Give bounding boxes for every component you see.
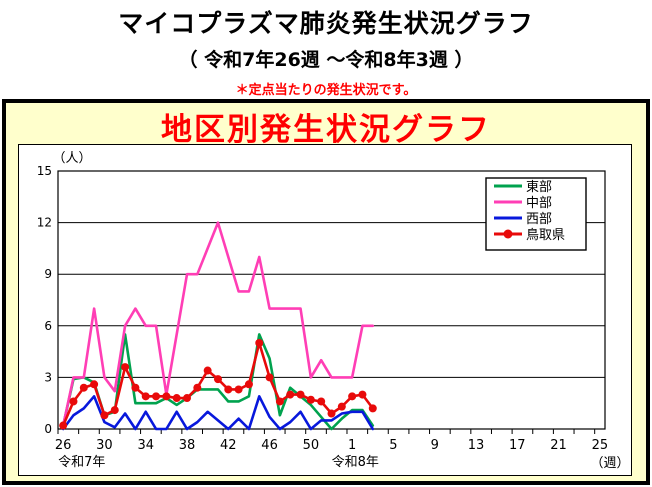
- series-marker-tottori: [152, 392, 161, 401]
- y-tick-label-3: 3: [44, 370, 52, 384]
- series-marker-tottori: [358, 390, 367, 399]
- series-marker-tottori: [327, 409, 336, 418]
- x-tick-label-38: 38: [179, 438, 196, 453]
- page-title: マイコプラズマ肺炎発生状況グラフ: [118, 9, 534, 38]
- series-marker-tottori: [59, 421, 68, 430]
- legend-label-tottori: 鳥取県: [526, 228, 565, 243]
- series-marker-tottori: [255, 339, 264, 347]
- legend-label-western: 西部: [526, 212, 552, 227]
- series-marker-tottori: [234, 385, 243, 394]
- series-marker-tottori: [183, 394, 192, 403]
- series-line-central: [61, 221, 375, 427]
- x-tick-label-5: 5: [389, 438, 397, 453]
- page-subtitle: （ 令和7年26週 ～令和8年3週 ）: [178, 49, 474, 71]
- legend-box: [485, 177, 587, 251]
- series-marker-tottori: [172, 394, 181, 403]
- chart-box: 0 3 6 9 12 15 （人） 26 30 34 38 42 46 50 1 5 9 13 17 21 25 令和7年…: [18, 144, 632, 476]
- series-marker-tottori: [90, 380, 99, 389]
- series-marker-tottori: [100, 411, 109, 420]
- legend-label-eastern: 東部: [526, 179, 552, 195]
- series-marker-tottori: [275, 397, 284, 406]
- series-marker-tottori: [203, 366, 212, 375]
- x-tick-label-46: 46: [261, 438, 278, 453]
- series-marker-tottori: [162, 392, 171, 401]
- series-marker-tottori: [368, 404, 377, 413]
- series-marker-tottori: [286, 390, 295, 399]
- panel-title: 地区別発生状況グラフ: [161, 112, 491, 148]
- series-marker-tottori: [193, 383, 202, 392]
- era-label-1: 令和8年: [332, 455, 379, 470]
- x-tick-label-21: 21: [550, 438, 567, 453]
- x-tick-label-50: 50: [303, 438, 320, 453]
- series-marker-tottori: [121, 363, 130, 372]
- y-tick-label-6: 6: [44, 319, 52, 333]
- x-tick-label-26: 26: [55, 438, 72, 453]
- series-marker-tottori: [69, 397, 78, 406]
- series-marker-tottori: [296, 390, 305, 399]
- series-marker-tottori: [306, 395, 315, 404]
- x-tick-label-25: 25: [592, 438, 609, 453]
- era-label-0: 令和7年: [58, 455, 105, 470]
- x-tick-label-17: 17: [509, 438, 526, 453]
- district-chart-panel: 地区別発生状況グラフ 0 3 6 9 12 15 （人） 26 30 34 38 42 46 50 1 5 9 1…: [2, 99, 650, 485]
- x-tick-label-1: 1: [348, 438, 356, 453]
- y-tick-label-12: 12: [37, 216, 52, 230]
- y-tick-label-15: 15: [37, 164, 52, 178]
- y-unit-label: （人）: [52, 151, 91, 166]
- series-marker-tottori: [337, 402, 346, 411]
- y-tick-label-9: 9: [44, 267, 52, 281]
- series-marker-tottori: [131, 383, 140, 392]
- x-tick-label-30: 30: [96, 438, 113, 453]
- x-tick-label-42: 42: [220, 438, 237, 453]
- series-line-western: [61, 395, 375, 431]
- series-marker-tottori: [110, 406, 119, 415]
- series-marker-tottori: [265, 373, 274, 382]
- legend-label-central: 中部: [526, 196, 552, 211]
- series-marker-tottori: [79, 383, 88, 392]
- legend-marker-tottori: [503, 229, 513, 239]
- sentinel-note: ＊定点当たりの発生状況です。: [235, 83, 417, 98]
- series-marker-tottori: [213, 375, 222, 384]
- series-marker-tottori: [317, 397, 326, 406]
- series-marker-tottori: [224, 385, 233, 394]
- x-unit-label: （週）: [590, 456, 629, 471]
- x-tick-label-9: 9: [431, 438, 439, 453]
- x-tick-label-13: 13: [468, 438, 485, 453]
- series-marker-tottori: [141, 392, 150, 401]
- x-tick-label-34: 34: [137, 438, 154, 453]
- series-marker-tottori: [244, 380, 253, 389]
- y-tick-label-0: 0: [44, 422, 52, 436]
- series-marker-tottori: [348, 392, 357, 401]
